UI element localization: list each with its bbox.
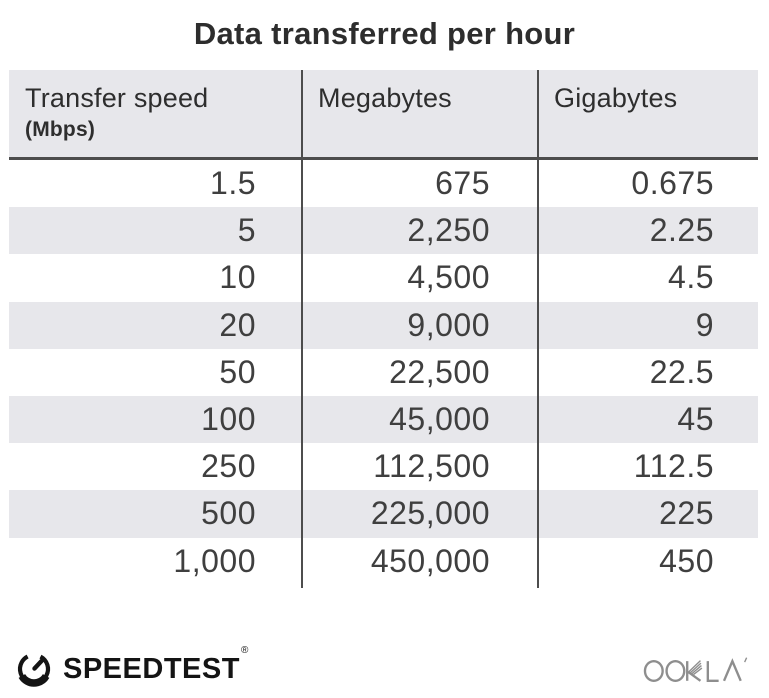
table-cell: 10: [219, 259, 256, 296]
speedtest-label: SPEEDTEST: [63, 652, 240, 685]
table-cell: 4,500: [407, 259, 490, 296]
table-cell: 50: [219, 353, 256, 390]
table-row: 500 225,000 225: [9, 490, 758, 538]
header-transfer-speed: Transfer speed (Mbps): [9, 70, 302, 157]
table-cell: 9: [695, 306, 714, 343]
table-row: 1,000 450,000 450: [9, 538, 758, 585]
table-cell: 1.5: [210, 165, 256, 202]
table-cell: 5: [237, 212, 256, 249]
table-cell: 20: [219, 306, 256, 343]
table-row: 10 4,500 4.5: [9, 254, 758, 301]
table-row: 1.5 675 0.675: [9, 160, 758, 207]
table-row: 20 9,000 9: [9, 301, 758, 349]
table-cell: 450,000: [370, 542, 490, 579]
table-cell: 450: [659, 542, 714, 579]
table-cell: 112.5: [633, 448, 714, 485]
table-cell: 100: [201, 401, 256, 438]
table-cell: 22.5: [649, 353, 714, 390]
table-cell: 250: [201, 448, 256, 485]
table-cell: 4.5: [668, 259, 714, 296]
table-cell: 45: [677, 401, 714, 438]
speedtest-wordmark: SPEEDTEST®: [63, 645, 248, 685]
header-megabytes: Megabytes: [302, 70, 538, 157]
column-divider: [537, 70, 539, 588]
header-label: Megabytes: [318, 83, 452, 113]
table-row: 100 45,000 45: [9, 395, 758, 444]
table-cell: 1,000: [173, 542, 256, 579]
registered-trademark-mark: ®: [240, 644, 249, 656]
table-cell: 500: [201, 495, 256, 532]
table-body: 1.5 675 0.675 5 2,250 2.25 10 4,500 4.5 …: [9, 160, 758, 585]
table-row: 5 2,250 2.25: [9, 207, 758, 255]
table-cell: 45,000: [389, 401, 490, 438]
table-row: 250 112,500 112.5: [9, 443, 758, 490]
table-row: 50 22,500 22.5: [9, 349, 758, 396]
table-cell: 675: [435, 165, 490, 202]
table-cell: 2.25: [649, 212, 714, 249]
header-gigabytes: Gigabytes: [538, 70, 758, 157]
table-cell: 22,500: [389, 353, 490, 390]
footer: SPEEDTEST®: [14, 645, 753, 692]
speedometer-gauge-icon: [16, 651, 52, 687]
table-cell: 112,500: [373, 448, 490, 485]
table-cell: 225: [659, 495, 714, 532]
header-label: Gigabytes: [554, 83, 678, 113]
table-cell: 225,000: [370, 495, 490, 532]
header-unit-label: (Mbps): [25, 118, 96, 141]
header-label: Transfer speed: [25, 83, 209, 113]
speedtest-logo: SPEEDTEST®: [14, 645, 248, 690]
table-cell: 2,250: [407, 212, 490, 249]
ookla-wordmark: [643, 657, 748, 682]
table-cell: 0.675: [631, 165, 714, 202]
table-cell: 9,000: [407, 306, 490, 343]
page-title: Data transferred per hour: [193, 16, 576, 51]
column-divider: [301, 70, 303, 588]
table-header-row: Transfer speed (Mbps) Megabytes Gigabyte…: [9, 70, 758, 160]
data-table: Transfer speed (Mbps) Megabytes Gigabyte…: [9, 70, 758, 588]
